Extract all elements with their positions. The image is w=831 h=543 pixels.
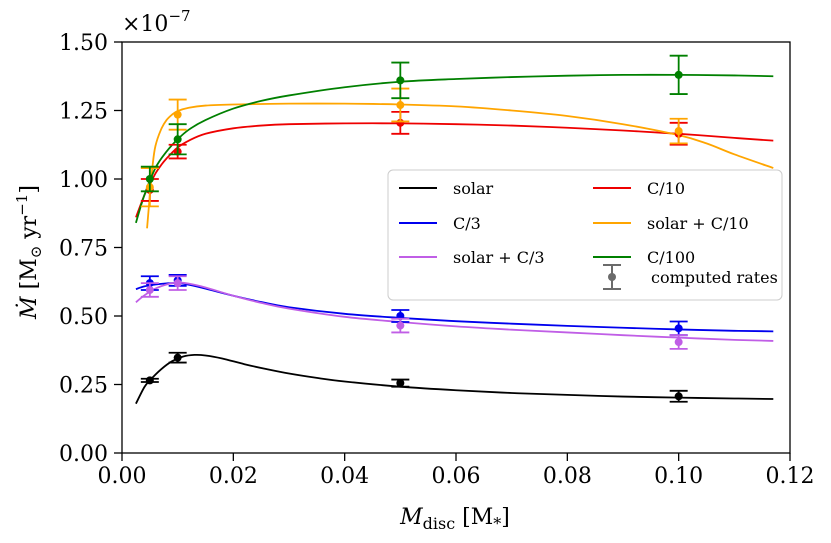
- data-point-solar: [669, 389, 688, 403]
- data-point-solar-c-3: [669, 334, 688, 350]
- data-marker: [145, 376, 154, 385]
- y-tick-label: 1.50: [59, 31, 108, 56]
- legend-label: C/10: [647, 179, 685, 198]
- series-line-c-3: [135, 282, 774, 333]
- data-marker: [396, 76, 405, 85]
- legend-item-solar-c-3: solar + C/3: [399, 248, 545, 267]
- y-tick-label: 0.25: [59, 374, 108, 399]
- legend-items: solar C/3 solar + C/3 C/10 solar + C/10 C/100: [399, 179, 749, 267]
- y-offset-label: ×10−7: [122, 7, 191, 37]
- data-point-solar: [168, 351, 187, 364]
- legend-item-c-10: C/10: [593, 179, 685, 198]
- y-tick-label: 0.50: [59, 305, 108, 330]
- legend-label: solar + C/3: [453, 248, 545, 267]
- data-point-c-100: [669, 54, 688, 95]
- x-tick-label: 0.12: [766, 464, 815, 489]
- x-tick-label: 0.00: [98, 464, 147, 489]
- data-marker: [396, 379, 405, 388]
- data-marker: [173, 279, 182, 288]
- data-point-c-100: [168, 123, 187, 156]
- series-curves: [135, 73, 774, 405]
- data-marker: [674, 70, 683, 79]
- data-point-solar-c-3: [140, 282, 159, 298]
- legend-label: solar + C/10: [647, 214, 749, 233]
- data-marker: [173, 110, 182, 119]
- legend-item-solar-c-10: solar + C/10: [593, 214, 749, 233]
- series-errorbars: [140, 54, 688, 403]
- series-line-c-100: [135, 73, 774, 224]
- legend-label: C/3: [453, 214, 481, 233]
- legend: solar C/3 solar + C/3 C/10 solar + C/10 C/100…: [387, 169, 783, 301]
- legend-label-computed-rates: computed rates: [651, 268, 778, 287]
- y-tick-label: 1.00: [59, 168, 108, 193]
- x-tick-label: 0.02: [209, 464, 258, 489]
- legend-errorbar-marker: [608, 273, 616, 281]
- data-point-solar: [140, 376, 159, 385]
- x-axis-ticks: 0.00 0.02 0.04 0.06 0.08 0.10 0.12: [98, 453, 815, 489]
- data-marker: [674, 324, 683, 333]
- x-tick-label: 0.04: [320, 464, 369, 489]
- x-axis-label: Mdisc [M*]: [399, 505, 510, 533]
- series-line-solar-c-10: [146, 102, 774, 229]
- data-point-solar: [391, 378, 410, 388]
- data-marker: [396, 101, 405, 110]
- legend-item-c-3: C/3: [399, 214, 481, 233]
- x-tick-label: 0.08: [543, 464, 592, 489]
- data-marker: [173, 135, 182, 144]
- plot-area: [135, 54, 774, 405]
- data-marker: [674, 338, 683, 347]
- data-point-solar-c-3: [168, 275, 187, 291]
- series-line-solar: [135, 353, 774, 405]
- legend-label: solar: [453, 179, 494, 198]
- data-marker: [173, 353, 182, 362]
- x-tick-label: 0.06: [432, 464, 481, 489]
- data-marker: [674, 127, 683, 136]
- legend-box: [387, 169, 783, 301]
- data-point-c-100: [391, 61, 410, 100]
- data-point-c-100: [140, 165, 159, 193]
- data-point-solar-c-10: [669, 117, 688, 145]
- series-line-c-10: [135, 122, 774, 218]
- y-tick-label: 0.75: [59, 237, 108, 262]
- y-axis-label: Ṁ [M⊙ yr−1]: [13, 185, 45, 320]
- y-tick-label: 1.25: [59, 100, 108, 125]
- legend-item-c-100: C/100: [593, 248, 695, 267]
- data-marker: [674, 392, 683, 401]
- legend-label: C/100: [647, 248, 695, 267]
- data-point-solar-c-3: [391, 317, 410, 334]
- data-marker: [145, 175, 154, 183]
- x-tick-label: 0.10: [654, 464, 703, 489]
- y-axis-ticks: 0.00 0.25 0.50 0.75 1.00 1.25 1.50: [59, 31, 122, 467]
- legend-item-solar: solar: [399, 179, 494, 198]
- y-tick-label: 0.00: [59, 442, 108, 467]
- series-line-solar-c-3: [135, 281, 774, 342]
- data-marker: [396, 321, 405, 330]
- data-marker: [145, 285, 154, 294]
- legend-item-computed-rates: computed rates: [603, 264, 778, 290]
